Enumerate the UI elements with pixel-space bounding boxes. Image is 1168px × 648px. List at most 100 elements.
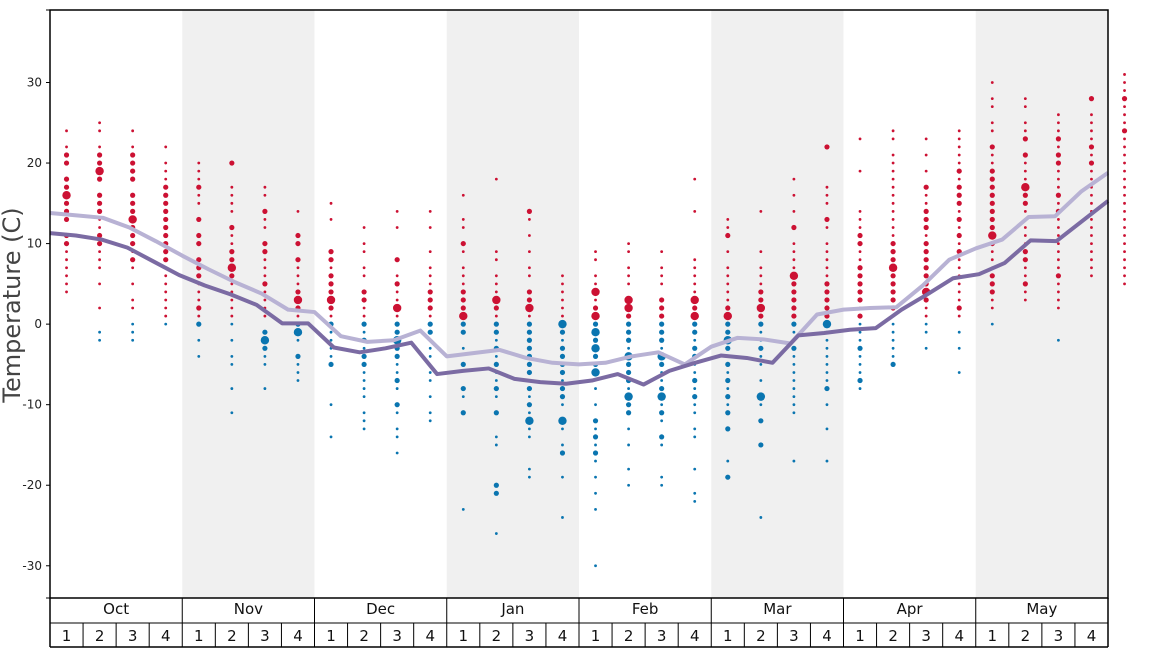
data-point <box>528 266 531 270</box>
data-point <box>659 329 665 335</box>
data-point <box>163 200 169 206</box>
data-point <box>758 289 764 295</box>
data-point <box>1057 306 1060 310</box>
data-point <box>197 290 201 294</box>
data-point <box>394 353 400 359</box>
data-point <box>1090 153 1093 157</box>
trend-lines <box>49 171 1110 387</box>
data-point <box>890 249 896 255</box>
data-point <box>956 305 962 311</box>
data-point <box>528 467 531 471</box>
data-point <box>923 224 929 231</box>
data-point <box>891 193 895 197</box>
data-point <box>164 161 168 165</box>
data-point <box>1057 234 1060 237</box>
data-point <box>362 387 366 390</box>
data-point <box>130 176 136 182</box>
data-point <box>1057 129 1060 133</box>
data-point <box>891 161 895 165</box>
data-point <box>362 306 366 310</box>
data-point <box>428 395 432 399</box>
data-point <box>891 322 895 326</box>
data-point <box>923 265 929 271</box>
data-point <box>693 467 697 471</box>
data-point <box>1123 113 1126 117</box>
data-point <box>528 435 531 439</box>
data-point <box>163 249 169 255</box>
week-label: 2 <box>227 627 237 645</box>
data-point <box>627 250 630 254</box>
data-point <box>262 281 268 287</box>
data-point <box>1123 201 1126 205</box>
data-point <box>293 327 303 337</box>
data-point <box>1023 169 1027 173</box>
data-point <box>759 330 763 334</box>
data-point <box>197 169 201 173</box>
data-point <box>923 208 929 214</box>
data-point <box>857 232 863 239</box>
data-point <box>791 297 797 303</box>
data-point <box>229 224 235 231</box>
data-point <box>197 354 201 358</box>
week-label: 4 <box>690 627 700 645</box>
data-point <box>1123 177 1126 181</box>
data-point <box>494 274 498 278</box>
data-point <box>792 403 796 407</box>
data-point <box>130 192 136 198</box>
data-point <box>792 371 796 374</box>
data-point <box>395 427 399 431</box>
data-point <box>990 161 994 165</box>
data-point <box>561 516 564 519</box>
data-point <box>857 377 863 384</box>
data-point <box>428 274 432 278</box>
data-point <box>1023 274 1027 278</box>
data-point <box>759 266 763 270</box>
data-point <box>362 411 366 415</box>
data-point <box>493 305 499 311</box>
data-point <box>891 354 895 358</box>
data-point <box>395 363 399 366</box>
data-point <box>1057 242 1060 245</box>
data-point <box>957 209 961 213</box>
data-point <box>65 290 68 294</box>
data-point <box>989 216 995 223</box>
data-point <box>660 250 664 254</box>
data-point <box>627 427 630 431</box>
data-point <box>989 168 995 174</box>
data-point <box>592 321 599 327</box>
data-point <box>561 298 564 302</box>
data-point <box>1123 169 1126 173</box>
data-point <box>660 483 664 487</box>
data-point <box>1123 121 1126 125</box>
data-point <box>229 160 235 166</box>
data-point <box>825 242 829 245</box>
data-point <box>1123 209 1126 213</box>
data-point <box>561 403 564 407</box>
data-point <box>692 305 698 311</box>
data-point <box>394 402 400 408</box>
data-point <box>957 290 961 294</box>
data-point <box>196 232 202 239</box>
data-point <box>857 265 863 271</box>
data-point <box>98 306 101 310</box>
data-point <box>95 166 104 176</box>
data-point <box>890 240 896 247</box>
data-point <box>163 257 169 263</box>
data-point <box>1055 160 1062 166</box>
data-point <box>395 290 399 294</box>
data-point <box>756 392 766 401</box>
data-point <box>1023 177 1027 181</box>
data-point <box>164 314 168 318</box>
data-point <box>690 311 699 321</box>
data-point <box>692 321 698 327</box>
data-point <box>923 257 929 263</box>
data-point <box>591 311 600 321</box>
data-point <box>923 240 929 247</box>
data-point <box>131 129 135 133</box>
data-point <box>858 363 862 366</box>
data-point <box>858 169 862 173</box>
data-point <box>725 345 731 351</box>
data-point <box>1023 121 1027 125</box>
data-point <box>1021 183 1030 192</box>
week-label: 1 <box>591 627 601 645</box>
